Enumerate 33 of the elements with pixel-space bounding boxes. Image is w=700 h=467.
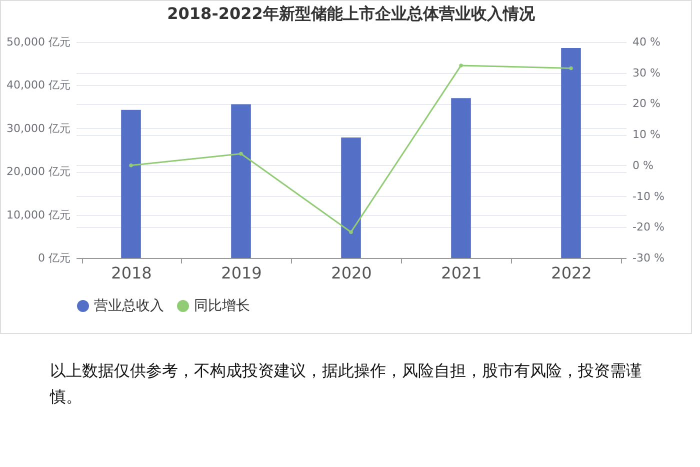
point — [129, 164, 133, 168]
text: 以上数据仅供参考，不构成投资建议，据此操作，风险自担，股市有风险，投资需谨慎。 — [50, 360, 643, 408]
point — [349, 230, 353, 234]
bar — [231, 104, 251, 258]
legend-label: 同比增长 — [194, 298, 250, 314]
y2-tick-label: 20 % — [632, 97, 660, 110]
bar — [451, 98, 471, 258]
x-tick-label: 2019 — [221, 264, 262, 282]
point — [239, 152, 243, 156]
y2-tick-label: -10 % — [632, 190, 664, 203]
y2-tick-label: 40 % — [632, 36, 660, 48]
y-tick-label: 40,000 亿元 — [6, 78, 70, 92]
point — [569, 66, 573, 70]
y-tick-label: 0 亿元 — [38, 252, 70, 264]
y-tick-label: 30,000 亿元 — [6, 122, 70, 135]
x-tick-label: 2020 — [331, 264, 372, 282]
y2-tick-label: -30 % — [632, 252, 664, 264]
bar — [561, 48, 581, 258]
bar — [121, 110, 141, 258]
x-tick-label: 2022 — [551, 264, 592, 282]
y2-tick-label: -20 % — [632, 220, 664, 234]
y2-tick-label: 30 % — [632, 66, 660, 80]
y-tick-label: 50,000 亿元 — [6, 36, 70, 48]
chart-title: 2018-2022年新型储能上市企业总体营业收入情况 — [167, 4, 536, 23]
y2-tick-label: 10 % — [632, 128, 660, 142]
x-tick-label: 2018 — [111, 264, 152, 282]
y2-tick-label: 0 % — [632, 158, 654, 172]
y-tick-label: 10,000 亿元 — [6, 208, 70, 222]
y-tick-label: 20,000 亿元 — [6, 165, 70, 178]
x-tick-label: 2021 — [441, 264, 482, 282]
bar — [341, 137, 361, 258]
point — [459, 64, 463, 68]
legend-label: 营业总收入 — [94, 298, 164, 314]
